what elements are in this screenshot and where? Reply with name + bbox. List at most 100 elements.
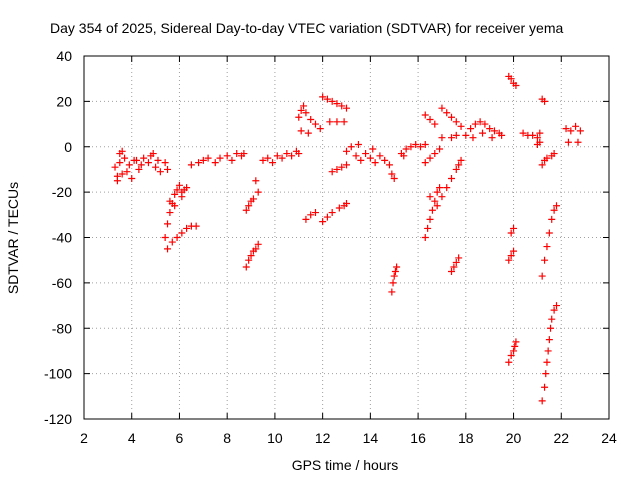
data-point (490, 127, 498, 135)
series-blob-13-14.5h (343, 140, 393, 169)
data-point (450, 263, 458, 271)
data-point (233, 150, 241, 158)
data-point (443, 109, 451, 117)
series-arc-21.5h-low (538, 302, 560, 405)
data-point (175, 181, 183, 189)
data-point (438, 104, 446, 112)
series-arc-11.5h-low (302, 199, 350, 226)
series-cluster-4.5h (133, 150, 172, 176)
data-point (407, 143, 415, 151)
series-arc-11h-up (295, 102, 324, 137)
data-point (421, 111, 429, 119)
data-point (149, 150, 157, 158)
x-tick-label: 8 (223, 430, 231, 446)
data-point (438, 134, 446, 142)
data-point (319, 218, 327, 226)
data-point (402, 145, 410, 153)
data-point (254, 240, 262, 248)
data-point (572, 122, 580, 130)
data-point (161, 234, 169, 241)
data-point (173, 234, 181, 241)
data-point (547, 324, 555, 332)
data-point (164, 165, 172, 173)
data-point (536, 138, 544, 146)
data-point (319, 93, 327, 101)
data-point (166, 197, 174, 205)
data-point (541, 97, 549, 105)
data-point (328, 97, 336, 105)
data-point (338, 102, 346, 110)
y-tick-label: 0 (64, 139, 72, 155)
data-point (376, 152, 384, 160)
data-point (452, 131, 460, 139)
data-point (173, 186, 181, 194)
data-point (154, 156, 162, 164)
data-point (168, 238, 176, 246)
data-point (476, 118, 484, 126)
data-point (311, 120, 319, 128)
data-point (178, 193, 186, 201)
series-arc-8.9h (242, 177, 262, 214)
data-point (156, 168, 164, 176)
data-point (426, 215, 434, 223)
data-point (507, 351, 515, 359)
data-point (553, 202, 560, 210)
data-point (335, 204, 343, 212)
data-point (543, 243, 551, 251)
data-point (462, 131, 470, 139)
data-point (259, 156, 267, 164)
data-point (543, 358, 551, 366)
data-point (510, 247, 518, 255)
data-point (137, 161, 145, 169)
data-point (448, 268, 455, 276)
data-point (152, 163, 160, 171)
data-point (366, 154, 374, 162)
data-point (338, 163, 346, 171)
data-point (424, 224, 432, 232)
data-point (369, 145, 377, 153)
data-point (426, 154, 434, 162)
data-point (187, 161, 195, 169)
data-point (550, 206, 558, 214)
series-arc-14.9h (388, 170, 401, 296)
data-point (343, 199, 350, 207)
data-point (545, 336, 553, 344)
data-point (486, 125, 494, 133)
data-point (564, 138, 572, 146)
y-tick-label: -60 (52, 275, 72, 291)
data-point (529, 131, 537, 139)
data-point (307, 116, 315, 124)
series-arc-17.5h-low (448, 254, 463, 276)
data-point (443, 184, 451, 192)
data-point (431, 150, 439, 158)
data-point (507, 75, 515, 83)
data-point (300, 102, 308, 110)
data-point (548, 315, 556, 323)
series-arc-21h-top (533, 95, 549, 148)
series-arc-16.5h-top (421, 104, 465, 142)
series-band-12.5-13h (328, 161, 350, 176)
data-point (295, 113, 303, 121)
data-points (111, 72, 584, 405)
data-point (428, 206, 436, 214)
data-point (307, 211, 315, 219)
series-arc-16.5h-up (421, 184, 444, 241)
data-point (354, 140, 362, 148)
y-tick-label: -20 (52, 184, 72, 200)
data-point (343, 161, 350, 169)
data-point (431, 120, 439, 128)
data-point (140, 154, 148, 162)
data-point (562, 125, 570, 133)
data-point (519, 129, 527, 137)
data-point (538, 272, 546, 280)
data-point (436, 145, 444, 153)
series-arc-21.5h-mid (538, 150, 560, 280)
data-point (135, 165, 143, 173)
data-point (164, 220, 172, 228)
data-point (421, 159, 429, 167)
data-point (452, 258, 460, 266)
data-point (164, 245, 172, 253)
data-point (455, 254, 463, 262)
series-blob-18-19.5h (462, 118, 506, 142)
x-tick-label: 20 (506, 430, 522, 446)
